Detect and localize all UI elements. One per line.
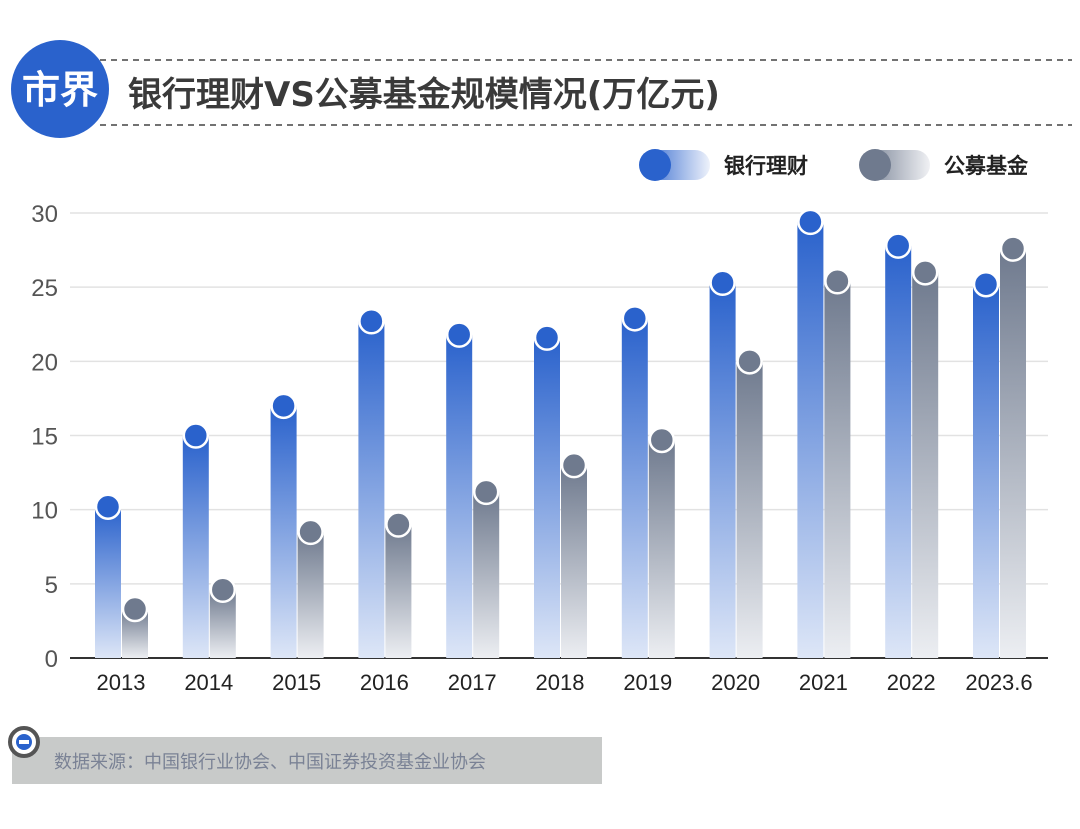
x-tick-label: 2018 (536, 670, 585, 695)
bar-cap-bank (94, 493, 122, 520)
bar-cap-fund (472, 478, 500, 506)
bar-fund (824, 281, 851, 658)
bar-cap-bank (270, 392, 297, 420)
legend-label-fund: 公募基金 (944, 154, 1029, 178)
legend-marker-fund (859, 149, 891, 181)
bar-cap-fund (911, 259, 939, 286)
bar-cap-bank (709, 269, 736, 296)
x-tick-label: 2017 (448, 670, 497, 695)
x-tick-label: 2015 (272, 670, 321, 695)
bar-cap-fund (999, 235, 1027, 262)
x-tick-label: 2016 (360, 670, 409, 695)
y-tick-label: 5 (45, 572, 58, 599)
bar-fund (297, 531, 324, 658)
legend-marker-bank (639, 149, 671, 181)
source-box (12, 737, 602, 784)
y-tick-label: 30 (31, 201, 58, 228)
bar-cap-fund (560, 451, 588, 479)
bar-fund (385, 524, 412, 658)
bar-bank (885, 245, 912, 658)
bar-fund (736, 361, 763, 658)
source-text: 数据来源：中国银行业协会、中国证券投资基金业协会 (54, 752, 486, 773)
bar-bank (182, 435, 209, 658)
y-tick-label: 15 (31, 424, 58, 451)
bar-bank (973, 284, 999, 658)
bar-cap-fund (297, 518, 324, 546)
y-tick-label: 20 (31, 349, 58, 376)
x-tick-label: 2023.6 (965, 670, 1032, 695)
bar-cap-bank (182, 422, 210, 449)
bar-cap-bank (358, 308, 385, 335)
x-tick-label: 2020 (711, 670, 760, 695)
bar-cap-fund (385, 511, 412, 538)
bar-cap-bank (797, 208, 824, 236)
bar-fund (561, 465, 587, 658)
bar-bank (709, 282, 736, 658)
bar-fund (1000, 248, 1026, 658)
y-tick-label: 10 (31, 498, 58, 525)
bar-bank (270, 405, 297, 658)
bar-bank (446, 334, 473, 658)
bar-cap-bank (445, 321, 473, 348)
y-tick-label: 25 (31, 275, 58, 302)
bar-fund (648, 439, 675, 658)
legend: 银行理财 公募基金 (639, 149, 1029, 181)
x-tick-label: 2019 (623, 670, 672, 695)
x-tick-label: 2021 (799, 670, 848, 695)
logo-text: 市界 (22, 68, 98, 112)
legend-label-bank: 银行理财 (724, 154, 808, 178)
minus-bar (19, 740, 29, 744)
bar-bank (797, 221, 824, 658)
x-tick-label: 2014 (184, 670, 233, 695)
bar-cap-bank (621, 305, 649, 332)
bar-bank (621, 318, 648, 658)
bar-cap-fund (648, 426, 676, 454)
bar-cap-bank (533, 324, 561, 351)
chart-title: 银行理财VS公募基金规模情况(万亿元) (128, 75, 720, 115)
logo (11, 40, 109, 138)
bar-cap-fund (121, 595, 149, 623)
bar-cap-fund (824, 267, 851, 295)
bar-cap-fund (736, 348, 763, 375)
bar-bank (358, 321, 385, 658)
bar-fund (473, 491, 500, 658)
bar-fund (912, 272, 939, 658)
bar-bank (534, 337, 560, 658)
x-tick-label: 2013 (97, 670, 146, 695)
bar-cap-bank (884, 232, 912, 259)
bar-cap-fund (209, 576, 237, 604)
bar-cap-bank (972, 270, 1000, 298)
bar-bank (95, 506, 121, 658)
x-tick-label: 2022 (887, 670, 936, 695)
y-tick-label: 0 (45, 646, 58, 673)
